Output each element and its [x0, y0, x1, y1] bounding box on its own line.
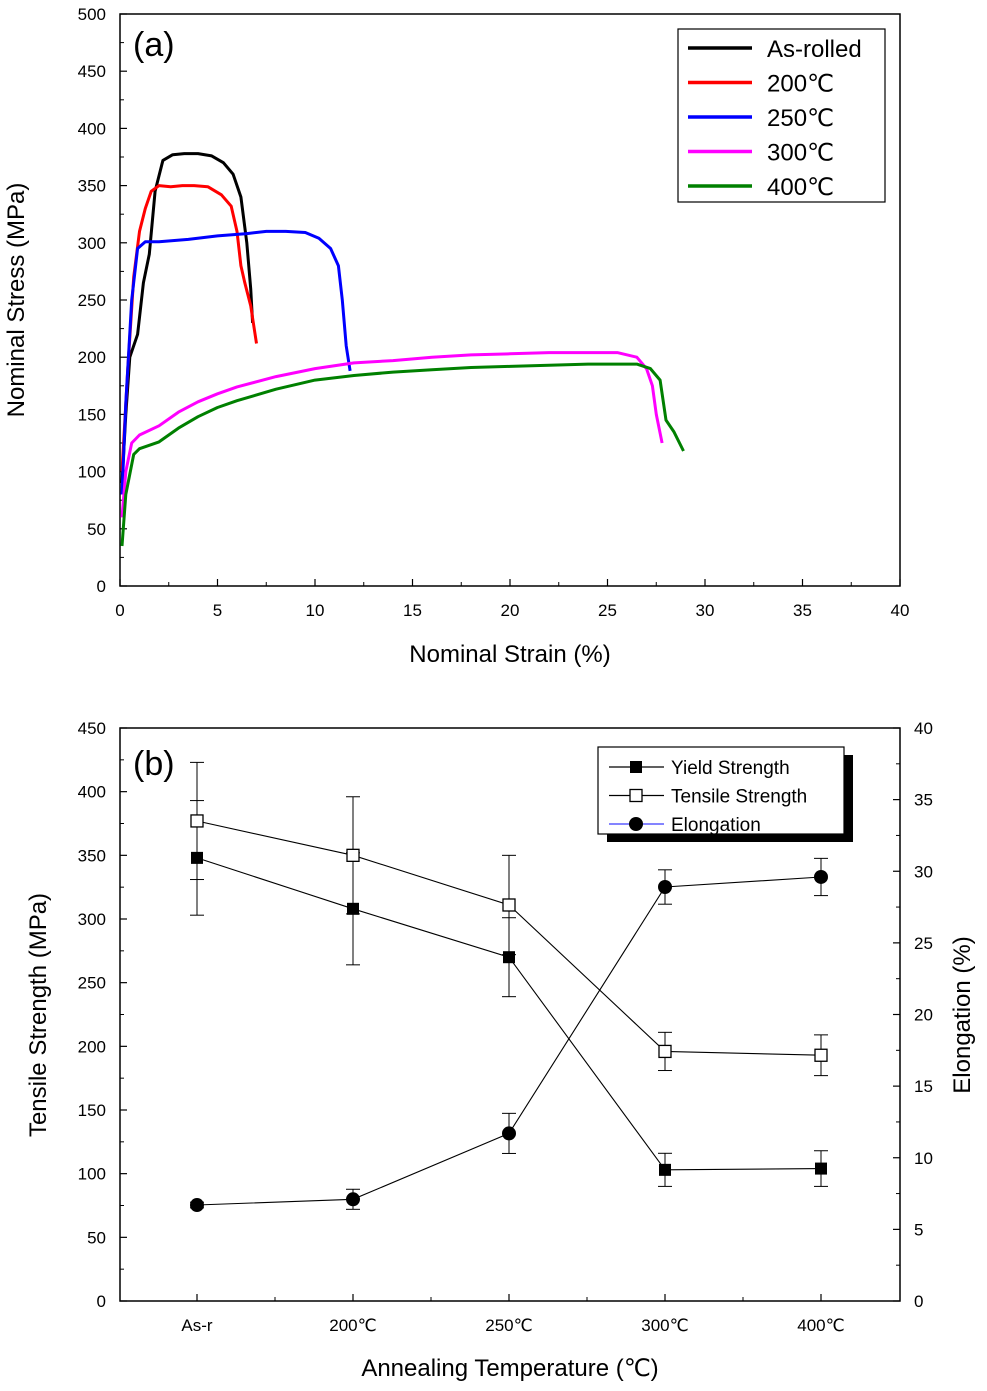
legend-label-200c: 200℃ [767, 71, 834, 98]
panel-b-y-tick-label: 300 [78, 910, 106, 929]
data-point-tensile-strength [658, 1044, 672, 1059]
legend-label-400c: 400℃ [767, 174, 834, 201]
legend-label-yield-strength: Yield Strength [671, 758, 790, 779]
panel-b-y-tick-label: 400 [78, 783, 106, 802]
series-line-250c [120, 229, 352, 495]
panel-a-y-tick-label: 100 [78, 463, 106, 482]
panel-b-y2-axis-title: Elongation (%) [949, 936, 976, 1093]
panel-b-series-group [190, 761, 828, 1213]
panel-a-y-axis-title: Nominal Stress (MPa) [3, 183, 30, 418]
panel-b-y-tick-label: 100 [78, 1165, 106, 1184]
panel-a-x-tick-label: 25 [598, 601, 617, 620]
panel-b-y-tick-label: 350 [78, 846, 106, 865]
panel-b-y2-tick-label: 5 [914, 1220, 923, 1239]
panel-b-y2-tick-label: 35 [914, 791, 933, 810]
panel-a-x-tick-label: 40 [891, 601, 910, 620]
panel-a-y-tick-label: 50 [87, 520, 106, 539]
data-point-elongation [346, 1192, 360, 1207]
panel-b-y-axis-title: Tensile Strength (MPa) [25, 893, 52, 1137]
panel-b-y-tick-label: 250 [78, 974, 106, 993]
data-point-elongation [190, 1198, 204, 1213]
panel-a-x-tick-label: 30 [696, 601, 715, 620]
panel-b-x-tick-label: 250℃ [485, 1316, 532, 1335]
data-point-elongation [658, 880, 672, 895]
series-line-200c [120, 184, 258, 472]
panel-a-x-tick-label: 15 [403, 601, 422, 620]
panel-b-x-tick-label: 300℃ [641, 1316, 688, 1335]
panel-a-y-tick-label: 500 [78, 5, 106, 24]
panel-b-y-tick-label: 0 [97, 1292, 106, 1311]
panel-a-y-tick-label: 150 [78, 405, 106, 424]
legend-marker-elongation [629, 817, 643, 831]
panel-b-y-tick-label: 50 [87, 1228, 106, 1247]
legend-marker-tensile-strength [629, 788, 643, 803]
panel-b-y2-tick-label: 40 [914, 719, 933, 738]
panel-b-legend: Yield Strength Tensile Strength Elongation [597, 746, 853, 842]
panel-b-label: (b) [133, 745, 175, 783]
panel-a-x-tick-label: 0 [115, 601, 124, 620]
panel-b-y2-tick-label: 15 [914, 1077, 933, 1096]
panel-a-y-tick-label: 200 [78, 348, 106, 367]
panel-a-stress-strain: 0 5 10 15 20 25 30 35 40050100150200250300350400… [3, 5, 909, 668]
panel-b-x-tick-label: As-r [181, 1316, 213, 1335]
legend-label-tensile-strength: Tensile Strength [671, 787, 807, 808]
data-point-yield-strength [815, 1162, 827, 1175]
data-point-elongation [814, 869, 828, 884]
panel-b-y2-tick-label: 0 [914, 1292, 923, 1311]
panel-a-y-tick-label: 400 [78, 119, 106, 138]
series-line-as-rolled [120, 152, 255, 484]
data-point-elongation [502, 1126, 516, 1141]
panel-a-y-tick-label: 250 [78, 291, 106, 310]
panel-a-x-tick-label: 20 [501, 601, 520, 620]
data-point-tensile-strength [814, 1048, 828, 1062]
panel-b-y-tick-label: 150 [78, 1101, 106, 1120]
series-line-400c [120, 362, 685, 547]
panel-b-y2-tick-label: 20 [914, 1006, 933, 1025]
panel-a-x-tick-label: 10 [306, 601, 325, 620]
panel-b-x-tick-label: 200℃ [329, 1316, 376, 1335]
series-line-300c [120, 351, 664, 518]
panel-b-strength-elongation: As-r 200℃ 250℃ 300℃ 400℃05010015020025030035… [25, 719, 976, 1382]
legend-label-as-rolled: As-rolled [767, 36, 862, 63]
panel-b-y2-tick-label: 25 [914, 934, 933, 953]
panel-a-legend: As-rolled 200℃ 250℃ 300℃ 400℃ [677, 28, 886, 203]
panel-a-y-tick-label: 350 [78, 177, 106, 196]
legend-marker-yield-strength [630, 761, 642, 773]
panel-a-y-tick-label: 300 [78, 234, 106, 253]
panel-a-y-tick-label: 0 [97, 577, 106, 596]
data-point-yield-strength [659, 1163, 671, 1176]
panel-b-x-axis-title: Annealing Temperature (℃) [361, 1355, 658, 1382]
panel-a-x-tick-label: 5 [213, 601, 222, 620]
panel-a-series-group [120, 152, 685, 547]
panel-a-x-axis-title: Nominal Strain (%) [409, 641, 610, 668]
legend-label-250c: 250℃ [767, 105, 834, 132]
data-point-tensile-strength [190, 814, 204, 828]
panel-b-y-tick-label: 450 [78, 719, 106, 738]
legend-label-300c: 300℃ [767, 140, 834, 167]
data-point-tensile-strength [346, 848, 360, 862]
panel-a-x-tick-label: 35 [793, 601, 812, 620]
panel-b-y2-tick-label: 10 [914, 1149, 933, 1168]
data-point-tensile-strength [502, 898, 516, 912]
panel-b-x-tick-label: 400℃ [797, 1316, 844, 1335]
panel-b-y2-tick-label: 30 [914, 862, 933, 881]
panel-a-y-tick-label: 450 [78, 62, 106, 81]
panel-b-y-tick-label: 200 [78, 1037, 106, 1056]
panel-a-label: (a) [133, 26, 175, 64]
legend-label-elongation: Elongation [671, 815, 761, 836]
